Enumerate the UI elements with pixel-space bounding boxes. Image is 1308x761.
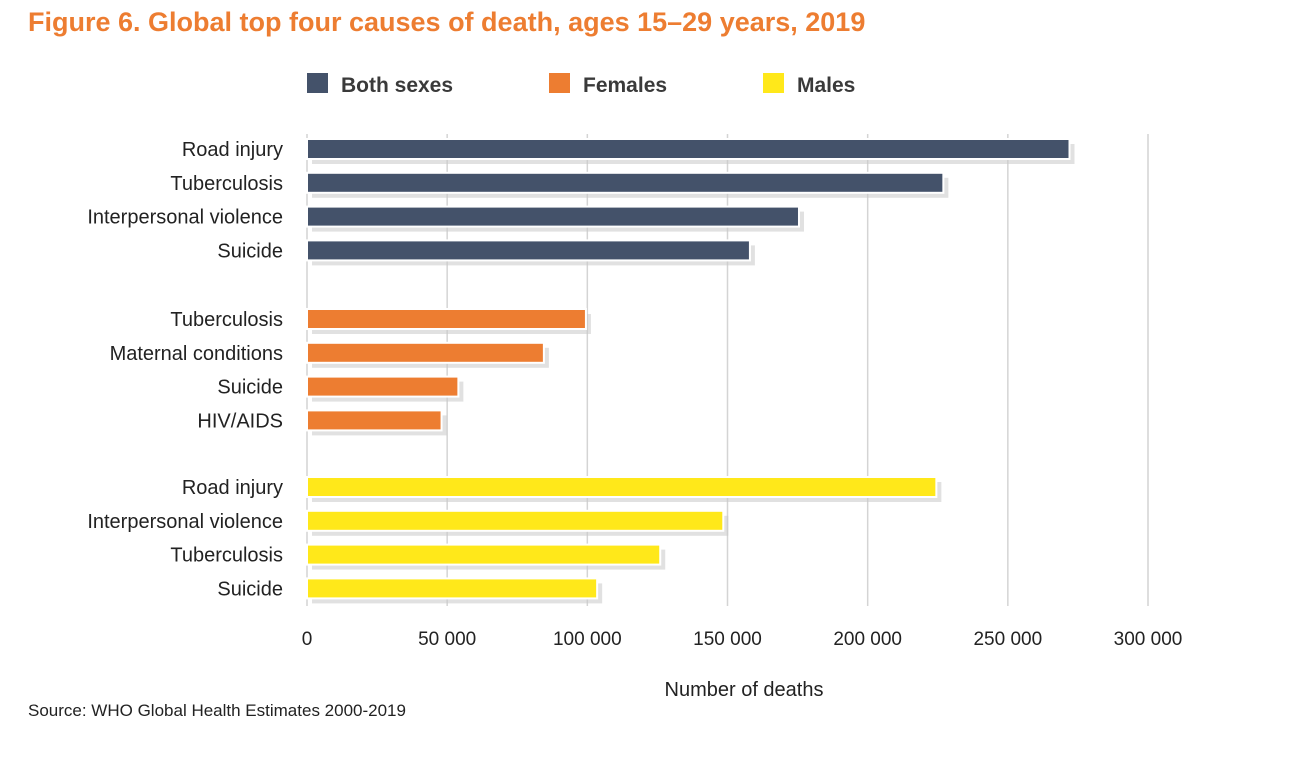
x-tick-label: 100 000 (553, 629, 622, 650)
chart-title: Figure 6. Global top four causes of deat… (28, 7, 865, 37)
bar-males-road-injury (306, 476, 938, 498)
bar-both-sexes-interpersonal-violence (306, 205, 800, 228)
bar-females-tuberculosis (306, 308, 587, 330)
x-tick-label: 300 000 (1114, 629, 1183, 650)
source-note: Source: WHO Global Health Estimates 2000… (28, 701, 406, 720)
x-tick-label: 0 (302, 629, 313, 650)
category-label: HIV/AIDS (197, 410, 283, 432)
category-label: Interpersonal violence (87, 207, 283, 229)
category-label: Maternal conditions (110, 343, 283, 365)
bar-males-interpersonal-violence (306, 509, 725, 532)
bar-females-hiv-aids (306, 409, 443, 432)
x-tick-label: 150 000 (693, 629, 762, 650)
bar-males-tuberculosis (306, 543, 662, 566)
category-label: Suicide (217, 578, 283, 600)
x-tick-label: 50 000 (418, 629, 476, 650)
legend-label-males: Males (797, 74, 855, 97)
category-label: Suicide (217, 240, 283, 262)
legend-swatch-males (763, 73, 784, 93)
category-label: Interpersonal violence (87, 511, 283, 533)
category-label: Tuberculosis (170, 309, 283, 331)
legend-label-females: Females (583, 74, 667, 97)
category-label: Tuberculosis (170, 545, 283, 567)
legend-swatch-both-sexes (307, 73, 328, 93)
bars (306, 138, 1075, 604)
x-tick-label: 200 000 (833, 629, 902, 650)
category-label: Tuberculosis (170, 173, 283, 195)
bar-both-sexes-tuberculosis (306, 171, 945, 194)
x-axis-ticks: 0 50 000 100 000 150 000 200 000 250 000 300 0… (302, 629, 1183, 650)
bar-females-maternal-conditions (306, 341, 545, 364)
category-label: Suicide (217, 377, 283, 399)
legend: Both sexes Females Males (307, 73, 855, 97)
bar-both-sexes-suicide (306, 239, 751, 262)
legend-label-both-sexes: Both sexes (341, 74, 453, 97)
category-label: Road injury (182, 477, 283, 499)
x-axis-title: Number of deaths (665, 679, 824, 701)
legend-swatch-females (549, 73, 570, 93)
category-label: Road injury (182, 139, 283, 161)
bar-males-suicide (306, 577, 599, 600)
category-labels: Road injury Tuberculosis Interpersonal vio… (87, 139, 283, 600)
bar-females-suicide (306, 375, 460, 398)
x-tick-label: 250 000 (973, 629, 1042, 650)
bar-both-sexes-road-injury (306, 138, 1071, 160)
